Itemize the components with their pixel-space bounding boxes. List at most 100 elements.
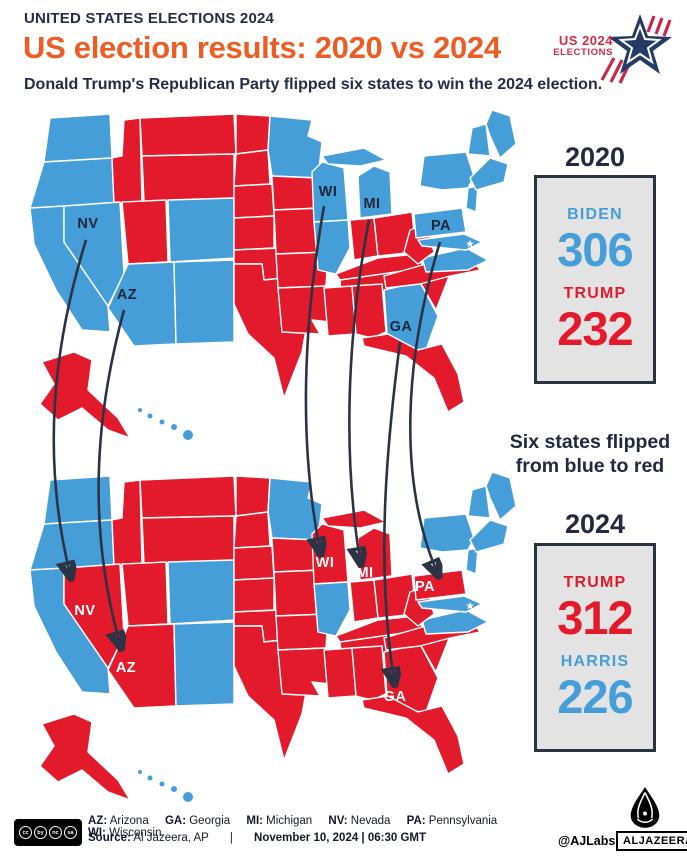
- state-ny: [419, 151, 475, 191]
- state-ak: [39, 713, 131, 801]
- ajlabs-handle: @AJLabs: [558, 834, 616, 848]
- state-id: [111, 117, 143, 205]
- dc-star-icon: [466, 602, 474, 610]
- legend-item-pa: PA: Pennsylvania: [406, 815, 498, 827]
- score-pair-harris: HARRIS 226: [557, 653, 633, 723]
- state-ne: [233, 183, 275, 219]
- header-kicker: UNITED STATES ELECTIONS 2024: [24, 10, 275, 27]
- state-hi: [138, 408, 142, 412]
- election-logo-line1: US 2024: [558, 33, 613, 48]
- state-hi: [171, 786, 177, 792]
- score-pair-trump-2020: TRUMP 232: [557, 285, 633, 355]
- state-or: [29, 157, 115, 209]
- state-me: [485, 109, 517, 159]
- state-label-nv: NV: [77, 216, 99, 232]
- candidate-name: BIDEN: [567, 206, 623, 223]
- cc-license-badge: cc by nc sa: [14, 819, 82, 846]
- state-ks: [233, 577, 275, 613]
- scoreboard-2020: BIDEN 306 TRUMP 232: [534, 175, 656, 384]
- state-hi: [159, 781, 165, 787]
- state-ut: [121, 561, 169, 627]
- state-co: [167, 559, 237, 625]
- state-wy: [141, 515, 235, 565]
- state-hi: [183, 430, 193, 440]
- legend-item-nv: NV: Nevada: [328, 815, 391, 827]
- scoreboard-2024: TRUMP 312 HARRIS 226: [534, 543, 656, 752]
- candidate-name: HARRIS: [560, 653, 630, 670]
- state-wi: [311, 523, 349, 585]
- state-hi: [171, 424, 177, 430]
- legend-abbreviations: AZ: Arizona GA: Georgia MI: Michigan NV:…: [88, 815, 528, 839]
- us-map-2024: NV AZ WI MI PA GA: [22, 471, 534, 812]
- state-in: [349, 217, 379, 261]
- state-ut: [121, 199, 169, 265]
- state-hi: [138, 770, 142, 774]
- state-id: [111, 479, 143, 567]
- state-vt_nh: [467, 485, 491, 519]
- state-co: [167, 197, 237, 263]
- election-logo-text: US 2024 ELECTIONS: [553, 34, 613, 58]
- us-map-2020-svg: [29, 109, 517, 440]
- flip-callout: Six states flipped from blue to red: [497, 430, 683, 479]
- score-pair-trump-2024: TRUMP 312: [557, 574, 633, 642]
- state-wa: [43, 113, 113, 163]
- state-nd: [235, 475, 271, 517]
- state-pa: [413, 207, 467, 239]
- candidate-votes: 226: [557, 670, 633, 723]
- candidate-name: TRUMP: [563, 285, 627, 302]
- year-heading-2020: 2020: [564, 142, 626, 172]
- state-nd: [235, 113, 271, 155]
- state-mi: [357, 165, 393, 219]
- state-ma_ct_ri: [469, 157, 509, 191]
- cc-nc-icon: nc: [49, 826, 62, 839]
- source-timestamp: November 10, 2024 | 06:30 GMT: [254, 832, 426, 844]
- state-sd: [233, 149, 271, 187]
- dc-star-icon: [466, 240, 474, 248]
- legend-item-wi: WI: Wisconsin: [88, 827, 162, 839]
- score-pair-biden: BIDEN 306: [557, 206, 633, 274]
- page-title: US election results: 2020 vs 2024: [23, 30, 501, 65]
- candidate-name: TRUMP: [563, 574, 627, 591]
- state-al: [351, 645, 387, 701]
- candidate-votes: 232: [557, 302, 633, 355]
- aljazeera-logo-icon: [630, 787, 660, 828]
- state-wa: [43, 475, 113, 525]
- state-label-pa: PA: [430, 218, 452, 234]
- state-label-ga: GA: [389, 319, 413, 335]
- state-mi_up: [321, 147, 387, 167]
- cc-sa-icon: sa: [64, 826, 77, 839]
- source-line: Source: Al Jazeera, AP | November 10, 20…: [88, 832, 426, 844]
- cc-license-sub: BY NC SA: [30, 840, 76, 845]
- state-mi_up: [321, 509, 387, 529]
- legend-item-ga: GA: Georgia: [164, 815, 231, 827]
- legend-item-az: AZ: Arizona: [88, 815, 149, 827]
- cc-icon: cc: [19, 826, 32, 839]
- us2024-elections-logo: US 2024 ELECTIONS: [553, 12, 675, 84]
- state-hi: [159, 419, 165, 425]
- state-la: [277, 285, 331, 335]
- state-la: [277, 647, 331, 697]
- state-ny: [419, 513, 475, 553]
- state-nm: [173, 259, 235, 345]
- aljazeera-wordmark: ALJAZEERA: [616, 831, 687, 851]
- state-label-mi: MI: [356, 565, 374, 581]
- year-heading-2024: 2024: [564, 509, 626, 539]
- state-label-az: AZ: [115, 660, 137, 676]
- source-name: Al Jazeera, AP: [133, 832, 209, 844]
- state-il: [313, 581, 351, 637]
- state-label-ga: GA: [383, 689, 407, 705]
- us-map-2024-svg: [29, 471, 517, 802]
- state-label-pa: PA: [414, 579, 436, 595]
- state-label-mi: MI: [363, 196, 381, 212]
- page-subtitle: Donald Trump's Republican Party flipped …: [24, 76, 603, 93]
- state-ma_ct_ri: [469, 519, 509, 553]
- source-label: Source:: [88, 832, 131, 844]
- state-label-wi: WI: [318, 184, 338, 200]
- state-ak: [39, 351, 131, 439]
- election-logo-line2: ELECTIONS: [553, 46, 613, 58]
- state-label-az: AZ: [116, 287, 138, 303]
- state-mt: [139, 475, 237, 519]
- state-label-wi: WI: [315, 555, 335, 571]
- state-ms: [323, 285, 357, 337]
